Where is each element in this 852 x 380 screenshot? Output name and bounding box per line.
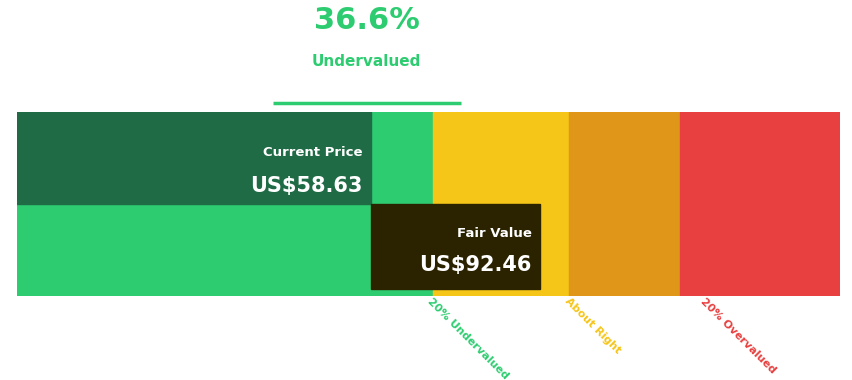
- Bar: [371, 204, 539, 289]
- Text: Current Price: Current Price: [263, 146, 362, 159]
- Text: About Right: About Right: [562, 296, 622, 356]
- Text: 20% Undervalued: 20% Undervalued: [425, 296, 509, 380]
- Bar: [568, 112, 679, 296]
- Text: US$58.63: US$58.63: [250, 176, 362, 196]
- Bar: [432, 112, 568, 296]
- Bar: [17, 112, 432, 296]
- Text: 20% Overvalued: 20% Overvalued: [698, 296, 777, 375]
- Text: US$92.46: US$92.46: [418, 255, 531, 275]
- Bar: [17, 112, 371, 204]
- Text: Fair Value: Fair Value: [456, 227, 531, 240]
- Text: Undervalued: Undervalued: [312, 54, 421, 69]
- Bar: [679, 112, 839, 296]
- Text: 36.6%: 36.6%: [314, 6, 419, 35]
